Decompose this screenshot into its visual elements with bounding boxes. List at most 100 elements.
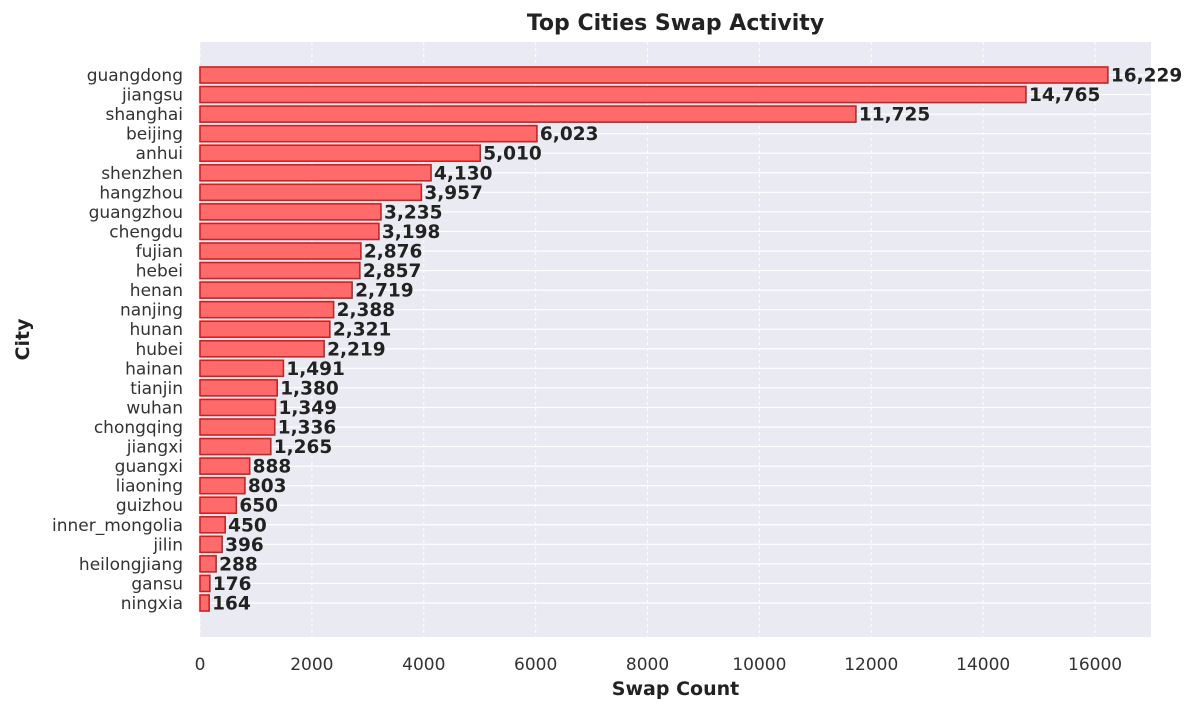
data-label-jiangsu: 14,765 [1029,85,1100,106]
bar-guangzhou [199,203,382,221]
data-label-jiangxi: 1,265 [274,437,333,458]
y-tick-label-henan: henan [130,281,183,301]
data-label-guangdong: 16,229 [1111,66,1182,87]
y-tick-label-hangzhou: hangzhou [99,183,183,203]
bar-ningxia [199,594,210,612]
data-label-inner_mongolia: 450 [228,515,267,536]
bar-heilongjiang [199,555,217,573]
x-tick-label: 14000 [956,655,1010,675]
x-tick-label: 10000 [732,655,786,675]
bar-chongqing [199,418,276,436]
y-tick-label-jiangsu: jiangsu [121,86,183,106]
bar-shanghai [199,105,857,123]
bar-hunan [199,320,331,339]
y-tick-label-hubei: hubei [135,340,183,360]
bar-jiangsu [199,85,1027,104]
data-label-guizhou: 650 [239,496,278,517]
y-tick-label-guangxi: guangxi [115,457,183,477]
bar-anhui [199,144,482,163]
y-tick-label-hainan: hainan [125,359,183,379]
x-tick-labels: 0 2000 4000 6000 8000 10000 12000 14000 16000 [195,655,1123,675]
bar-chengdu [199,222,380,241]
data-label-jilin: 396 [225,535,264,556]
y-tick-label-nanjing: nanjing [120,301,183,321]
y-tick-label-fujian: fujian [136,242,183,262]
y-tick-label-tianjin: tianjin [130,379,183,399]
bar-hangzhou [199,183,423,202]
data-label-heilongjiang: 288 [219,554,258,575]
y-tick-label-liaoning: liaoning [116,477,183,497]
data-label-beijing: 6,023 [540,124,599,145]
data-label-nanjing: 2,388 [337,300,396,321]
x-tick-label: 16000 [1068,655,1122,675]
bar-guizhou [199,496,238,515]
chart-title: Top Cities Swap Activity [527,11,824,36]
data-label-guangxi: 888 [253,457,292,478]
bar-fujian [199,242,362,260]
y-tick-label-shanghai: shanghai [105,105,183,125]
data-label-ningxia: 164 [212,594,251,615]
y-tick-label-hebei: hebei [136,262,183,282]
y-tick-label-ningxia: ningxia [121,594,183,614]
y-tick-label-shenzhen: shenzhen [101,164,183,184]
y-tick-label-inner_mongolia: inner_mongolia [52,516,183,536]
y-tick-label-jiangxi: jiangxi [126,438,183,458]
y-tick-label-anhui: anhui [136,144,183,164]
bars [199,66,1109,612]
y-axis-label: City [12,318,34,361]
y-tick-label-wuhan: wuhan [126,398,183,418]
data-label-hangzhou: 3,957 [424,183,483,204]
y-tick-label-guangdong: guangdong [87,66,183,86]
bar-shenzhen [199,163,432,182]
bar-beijing [199,124,538,143]
data-label-wuhan: 1,349 [278,398,337,419]
x-tick-label: 4000 [402,655,445,675]
bar-jilin [199,535,223,554]
data-label-gansu: 176 [213,574,252,595]
data-label-fujian: 2,876 [364,242,423,263]
data-label-chengdu: 3,198 [382,222,441,243]
bar-inner_mongolia [199,515,226,534]
data-label-hainan: 1,491 [286,359,345,380]
y-tick-label-jilin: jilin [152,535,183,555]
x-tick-label: 2000 [290,655,333,675]
y-tick-label-guizhou: guizhou [116,496,183,516]
data-label-hunan: 2,321 [333,320,392,341]
bar-guangxi [199,457,251,475]
bar-henan [199,281,353,299]
data-label-shenzhen: 4,130 [434,163,493,184]
data-label-shanghai: 11,725 [859,105,930,126]
data-labels: 16,22914,76511,7256,0235,0104,1303,9573,… [212,66,1182,615]
data-label-hebei: 2,857 [363,261,422,282]
y-tick-label-beijing: beijing [126,125,183,145]
y-tick-label-hunan: hunan [129,320,183,340]
bar-gansu [199,574,211,593]
y-tick-labels: guangdongjiangsushanghaibeijinganhuishen… [52,66,183,614]
bar-hubei [199,339,325,358]
data-label-henan: 2,719 [355,281,414,302]
data-label-liaoning: 803 [248,476,287,497]
bar-jiangxi [199,437,272,456]
x-tick-label: 0 [195,655,206,675]
y-tick-label-chengdu: chengdu [109,222,183,242]
data-label-chongqing: 1,336 [278,418,337,439]
x-tick-label: 8000 [626,655,669,675]
x-tick-label: 6000 [514,655,557,675]
x-axis-label: Swap Count [612,678,739,700]
y-tick-label-chongqing: chongqing [94,418,183,438]
data-label-hubei: 2,219 [327,339,386,360]
bar-hainan [199,359,285,378]
bar-guangdong [199,66,1109,84]
bar-hebei [199,261,361,280]
bar-liaoning [199,476,246,495]
y-tick-label-guangzhou: guangzhou [89,203,183,223]
y-tick-label-gansu: gansu [131,574,183,594]
data-label-anhui: 5,010 [483,144,542,165]
y-tick-label-heilongjiang: heilongjiang [79,555,183,575]
x-tick-label: 12000 [844,655,898,675]
bar-nanjing [199,300,335,319]
bar-wuhan [199,398,277,417]
data-label-guangzhou: 3,235 [384,202,443,223]
